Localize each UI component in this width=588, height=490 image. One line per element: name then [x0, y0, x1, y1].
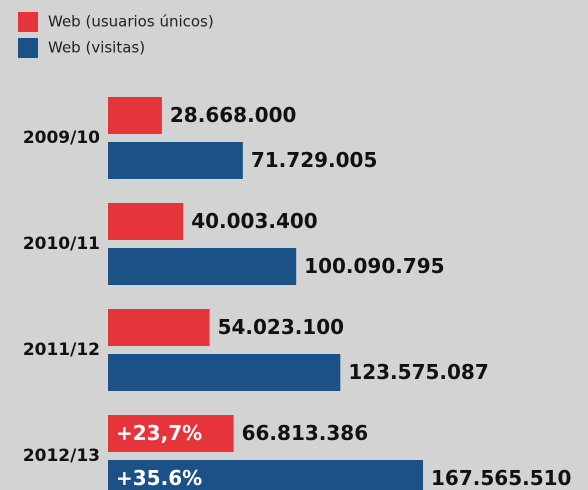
bar	[108, 142, 243, 179]
bar	[108, 203, 184, 240]
legend-swatch	[18, 38, 38, 58]
category-label: 2009/10	[23, 128, 100, 148]
bar	[108, 460, 424, 490]
legend-label: Web (visitas)	[48, 39, 145, 57]
value-label: 100.090.795	[304, 254, 444, 278]
bar	[108, 415, 234, 452]
value-label: 71.729.005	[251, 148, 378, 172]
bar	[108, 354, 341, 391]
legend-label: Web (usuarios únicos)	[48, 13, 214, 31]
value-label: 123.575.087	[348, 360, 488, 384]
value-label: 167.565.510	[431, 466, 571, 490]
bar	[108, 248, 297, 285]
category-label: 2010/11	[23, 234, 100, 254]
legend-swatch	[18, 12, 38, 32]
value-label: 28.668.000	[170, 103, 297, 127]
category-label: 2012/13	[23, 446, 100, 466]
bar	[108, 309, 210, 346]
bar	[108, 97, 162, 134]
bar-annotation: +35.6%	[116, 466, 202, 490]
value-label: 40.003.400	[191, 209, 318, 233]
value-label: 66.813.386	[242, 421, 369, 445]
category-label: 2011/12	[23, 340, 100, 360]
value-label: 54.023.100	[218, 315, 345, 339]
bar-annotation: +23,7%	[116, 421, 202, 445]
